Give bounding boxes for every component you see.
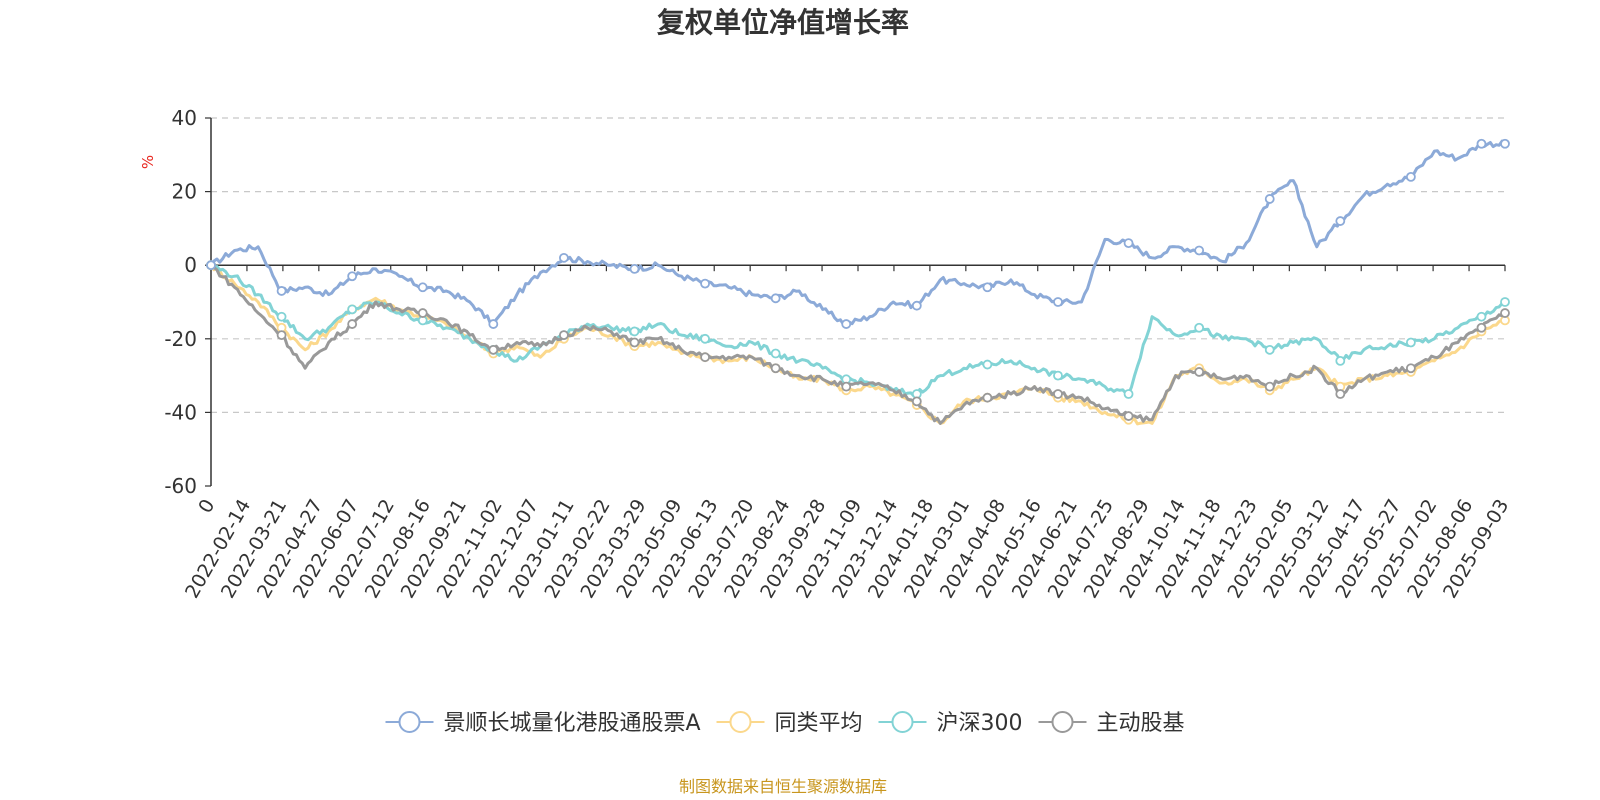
series-point: [1264, 194, 1275, 204]
y-tick-label: 0: [184, 253, 197, 277]
chart-title: 复权单位净值增长率: [657, 6, 909, 39]
series-point: [1264, 381, 1275, 392]
series-point: [629, 263, 640, 274]
series-point: [911, 300, 922, 311]
series-1: [206, 260, 1510, 426]
series-point: [488, 344, 499, 355]
series-point: [276, 311, 287, 322]
series-line: [210, 264, 1507, 425]
series-point: [1476, 138, 1487, 149]
series-point: [347, 304, 358, 315]
series-point: [417, 282, 428, 293]
legend-label: 同类平均: [775, 711, 863, 736]
legend-swatch-marker: [729, 711, 752, 733]
series-point: [1194, 322, 1205, 333]
series-point: [1500, 138, 1510, 149]
series-point: [1335, 389, 1346, 399]
series-point: [1194, 367, 1205, 377]
series-point: [559, 330, 569, 341]
legend-swatch-marker: [398, 711, 421, 733]
legend[interactable]: 景顺长城量化港股通股票A 同类平均 沪深300 主动股基: [385, 711, 1185, 736]
series-point: [559, 252, 569, 263]
legend-label: 景顺长城量化港股通股票A: [444, 711, 701, 736]
series-point: [841, 381, 852, 392]
y-tick-label: -60: [164, 474, 197, 498]
y-axis-unit: %: [139, 155, 157, 169]
series-point: [1053, 297, 1063, 307]
legend-item-0[interactable]: 景顺长城量化港股通股票A: [385, 711, 701, 736]
y-tick-label: -40: [164, 400, 197, 424]
y-axis-ticks: 40 20 0 -20 -40 -60: [164, 106, 211, 498]
axes: [210, 118, 1505, 486]
series-2: [206, 260, 1510, 399]
legend-label: 主动股基: [1097, 711, 1185, 736]
legend-item-1[interactable]: 同类平均: [716, 711, 863, 736]
series-point: [1053, 389, 1063, 399]
series-point: [488, 319, 499, 329]
grid-lines: [211, 117, 1505, 413]
series-point: [1123, 238, 1134, 249]
series-point: [982, 359, 993, 370]
series-point: [911, 396, 922, 407]
series-point: [982, 282, 993, 293]
series-point: [1405, 171, 1416, 182]
series-point: [1500, 297, 1510, 307]
series-line: [209, 139, 1507, 326]
series-point: [841, 319, 852, 329]
series-point: [700, 278, 710, 289]
series-point: [347, 271, 358, 282]
series-point: [276, 286, 287, 296]
y-tick-label: 20: [172, 180, 197, 204]
legend-label: 沪深300: [937, 711, 1023, 736]
series-point: [1194, 245, 1205, 256]
series-point: [629, 326, 640, 337]
series-line: [210, 264, 1506, 398]
y-tick-label: -20: [164, 327, 197, 351]
series-point: [1123, 411, 1134, 421]
series-3: [206, 260, 1510, 425]
y-tick-label: 40: [172, 106, 197, 130]
series-point: [347, 319, 358, 329]
series-point: [770, 363, 781, 374]
series-point: [206, 260, 216, 271]
series-point: [1053, 370, 1063, 381]
series-point: [982, 392, 993, 403]
series-point: [1405, 363, 1416, 374]
series-point: [276, 330, 287, 341]
series-point: [1264, 344, 1275, 355]
series-point: [700, 352, 710, 363]
series-point: [1476, 322, 1487, 333]
series-point: [1335, 216, 1346, 226]
series-point: [629, 337, 640, 348]
legend-swatch-marker: [891, 711, 914, 733]
legend-item-3[interactable]: 主动股基: [1038, 711, 1185, 736]
series-point: [700, 333, 710, 344]
series-point: [417, 308, 428, 318]
series-point: [1123, 389, 1134, 399]
legend-swatch-marker: [1051, 711, 1074, 733]
series-point: [1476, 311, 1487, 322]
series-lines: [206, 138, 1510, 426]
series-point: [1500, 308, 1510, 318]
series-point: [770, 348, 781, 359]
x-axis-ticks: 02022-02-142022-03-212022-04-272022-06-0…: [181, 265, 1513, 602]
series-point: [1335, 355, 1346, 366]
x-tick-label: 0: [194, 496, 219, 517]
series-line: [209, 264, 1506, 426]
series-point: [770, 293, 781, 304]
legend-item-2[interactable]: 沪深300: [878, 711, 1023, 736]
data-source-note: 制图数据来自恒生聚源数据库: [679, 777, 887, 796]
series-point: [1405, 337, 1416, 348]
series-0: [206, 138, 1510, 329]
